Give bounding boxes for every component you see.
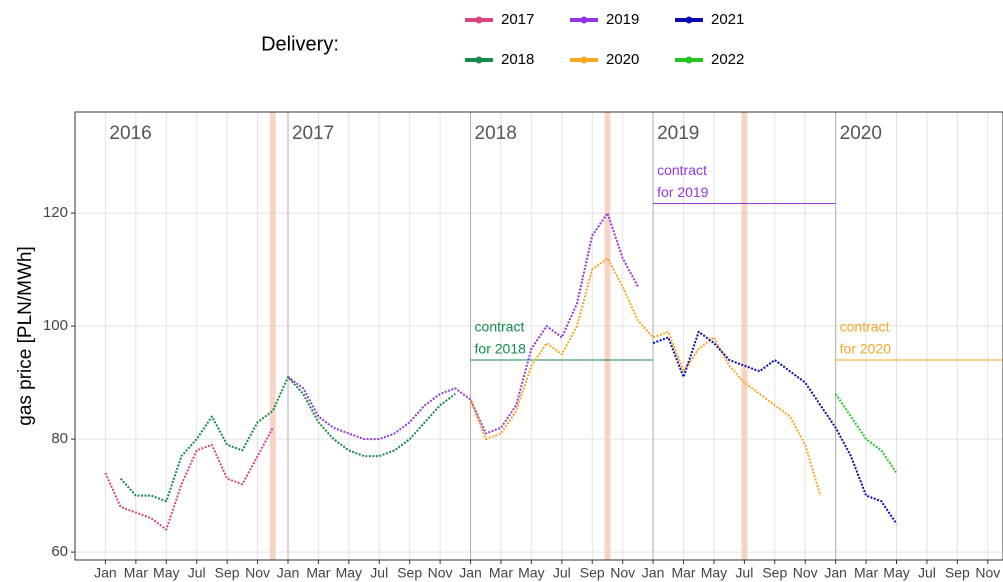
legend-swatch-dot <box>685 16 693 24</box>
highlight-band <box>604 112 611 560</box>
highlight-band <box>269 112 276 560</box>
x-tick-label: Jan <box>94 565 117 581</box>
x-tick-label: Nov <box>975 565 1000 581</box>
legend-label: 2022 <box>711 51 744 68</box>
x-tick-label: Jul <box>188 565 206 581</box>
x-tick-label: May <box>336 565 362 581</box>
panel-label: 2019 <box>657 123 699 144</box>
x-tick-label: Jul <box>918 565 936 581</box>
x-tick-label: May <box>153 565 179 581</box>
legend-swatch-dot <box>580 56 588 64</box>
x-tick-label: Jan <box>642 565 665 581</box>
y-axis-label: gas price [PLN/MWh] <box>15 246 36 426</box>
legend-label: 2018 <box>501 51 534 68</box>
x-tick-label: May <box>883 565 909 581</box>
x-tick-label: Nov <box>610 565 635 581</box>
y-tick-label: 100 <box>43 317 68 334</box>
series-line <box>104 427 274 531</box>
legend-swatch-dot <box>475 16 483 24</box>
x-tick-label: Sep <box>215 565 240 581</box>
legend-label: 2017 <box>501 11 534 28</box>
y-tick-label: 60 <box>51 543 68 560</box>
x-tick-label: May <box>701 565 727 581</box>
x-tick-label: Jul <box>370 565 388 581</box>
x-tick-label: Nov <box>245 565 270 581</box>
x-tick-label: May <box>518 565 544 581</box>
plot-background <box>75 112 1003 560</box>
panel-label: 2018 <box>475 123 517 144</box>
annotation-text: contract <box>475 319 525 335</box>
series-line <box>834 393 898 474</box>
x-tick-label: Jan <box>824 565 847 581</box>
legend-label: 2019 <box>606 11 639 28</box>
x-tick-label: Mar <box>671 565 695 581</box>
legend-title: Delivery: <box>261 33 339 55</box>
legend-label: 2020 <box>606 51 639 68</box>
x-tick-label: Sep <box>580 565 605 581</box>
x-tick-label: Mar <box>124 565 148 581</box>
legend-swatch-dot <box>685 56 693 64</box>
highlight-band <box>741 112 748 560</box>
x-tick-label: Sep <box>762 565 787 581</box>
x-tick-label: Mar <box>489 565 513 581</box>
x-tick-label: Jan <box>459 565 482 581</box>
plot-border <box>74 111 1003 561</box>
x-tick-label: Jan <box>277 565 300 581</box>
panel-label: 2020 <box>840 123 882 144</box>
x-tick-label: Mar <box>854 565 878 581</box>
legend-swatch-dot <box>475 56 483 64</box>
legend-label: 2021 <box>711 11 744 28</box>
x-tick-label: Sep <box>397 565 422 581</box>
annotation-text: for 2018 <box>475 341 527 357</box>
x-tick-label: Nov <box>793 565 818 581</box>
annotation-text: for 2019 <box>657 184 709 200</box>
annotation-text: for 2020 <box>840 341 892 357</box>
x-tick-label: Jul <box>735 565 753 581</box>
y-tick-label: 120 <box>43 204 68 221</box>
legend-swatch-dot <box>580 16 588 24</box>
y-tick-label: 80 <box>51 430 68 447</box>
x-tick-label: Sep <box>945 565 970 581</box>
x-tick-label: Mar <box>306 565 330 581</box>
series-line <box>287 212 639 441</box>
panel-label: 2016 <box>109 123 151 144</box>
annotation-text: contract <box>840 319 890 335</box>
x-tick-label: Jul <box>553 565 571 581</box>
panel-label: 2017 <box>292 123 334 144</box>
annotation-text: contract <box>657 162 707 178</box>
x-tick-label: Nov <box>428 565 453 581</box>
